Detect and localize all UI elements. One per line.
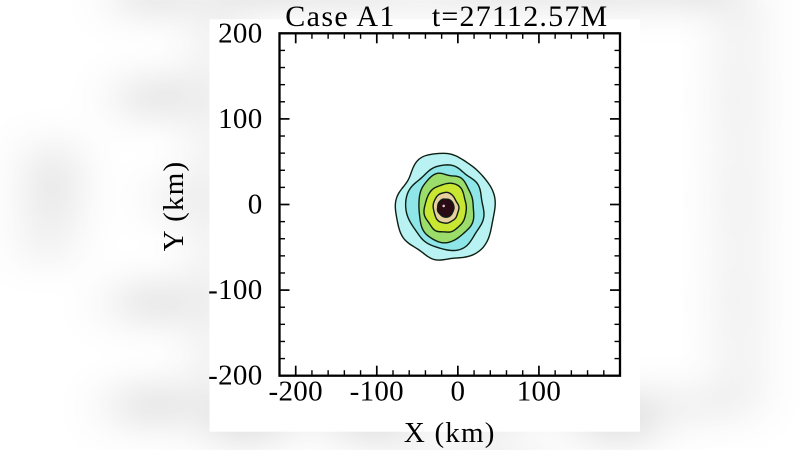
svg-text:100: 100 — [218, 103, 262, 135]
svg-text:Y (km): Y (km) — [158, 161, 190, 252]
svg-text:t=27112.57M: t=27112.57M — [432, 0, 609, 33]
svg-text:0: 0 — [248, 189, 263, 221]
svg-text:-200: -200 — [208, 360, 262, 392]
svg-text:Case A1: Case A1 — [285, 0, 396, 33]
svg-text:X (km): X (km) — [404, 417, 496, 449]
svg-text:-100: -100 — [208, 274, 262, 306]
svg-text:100: 100 — [517, 376, 561, 408]
svg-text:-200: -200 — [269, 376, 323, 408]
svg-text:200: 200 — [218, 17, 262, 49]
svg-text:0: 0 — [450, 376, 465, 408]
svg-text:-100: -100 — [350, 376, 404, 408]
